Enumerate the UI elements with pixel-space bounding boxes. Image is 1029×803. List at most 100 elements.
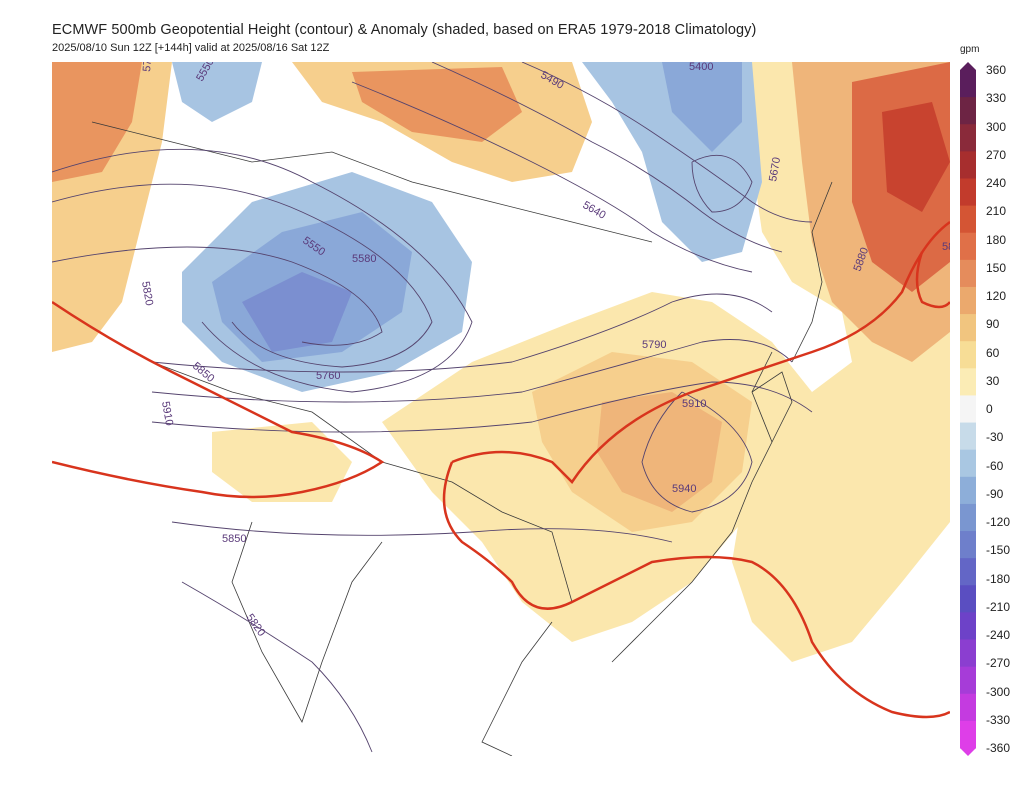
colorbar-swatch	[960, 70, 976, 98]
colorbar-swatch	[960, 531, 976, 559]
colorbar-tick-label: 300	[986, 119, 1007, 134]
colorbar-swatch	[960, 720, 976, 749]
colorbar-swatch	[960, 259, 976, 288]
ridge-5880	[52, 220, 950, 719]
contour-m	[691, 154, 753, 213]
colorbar-tick-label: 0	[986, 402, 993, 416]
colorbar-tick-label: -30	[986, 430, 1004, 445]
borders-north	[91, 121, 653, 243]
colorbar-swatch	[960, 205, 976, 234]
colorbar-swatch	[960, 639, 976, 668]
contour-i	[521, 62, 813, 223]
colorbar-tick-label: -90	[986, 486, 1004, 501]
coast-indochina	[481, 621, 553, 756]
colorbar-extend-top	[960, 62, 976, 70]
coast-india	[231, 521, 383, 723]
cold-shade-north-west	[172, 62, 262, 122]
map-title: ECMWF 500mb Geopotential Height (contour…	[52, 22, 757, 38]
weather-map-svg: 5550 5580 5490 5640 5670 5820 5850 5910 …	[52, 62, 950, 756]
contour-label: 5910	[159, 400, 175, 426]
colorbar-swatch	[960, 612, 976, 641]
contour-j	[641, 391, 753, 513]
colorbar-swatch	[960, 422, 976, 451]
colorbar-tick-label: 150	[986, 260, 1007, 275]
colorbar-tick-label: -270	[986, 656, 1011, 671]
contour-label: 5700	[141, 62, 155, 72]
warm-shade-west-core	[52, 62, 142, 182]
coast-japan	[791, 181, 833, 363]
contour-label: 5670	[767, 156, 783, 182]
warm-shade-china-core	[597, 392, 722, 512]
cold-shade-north-east-core	[662, 62, 742, 152]
contour-label: 5940	[672, 483, 696, 495]
colorbar-unit: gpm	[960, 44, 980, 55]
coast-korea	[751, 371, 793, 443]
coast-china	[611, 351, 773, 663]
colorbar-swatch	[960, 97, 976, 125]
contour-g	[351, 81, 753, 273]
contour-label: 5790	[642, 339, 666, 351]
colorbar-swatch	[960, 503, 976, 532]
colorbar-tick-label: -330	[986, 712, 1011, 727]
colorbar-swatch	[960, 585, 976, 613]
warm-shade-north-core	[352, 67, 522, 142]
colorbar-tick-label: 360	[986, 63, 1007, 77]
contour-label: 5850	[222, 533, 246, 545]
colorbar-tick-label: 270	[986, 147, 1007, 162]
warm-anomaly-shading	[52, 62, 950, 662]
contour-label: 5640	[581, 199, 608, 222]
colorbar-swatch	[960, 693, 976, 722]
colorbar-swatch	[960, 286, 976, 315]
colorbar-tick-label: -150	[986, 543, 1011, 558]
ridge-5880-east	[915, 251, 950, 309]
colorbar-swatch	[960, 341, 976, 369]
colorbar-swatch	[960, 476, 976, 505]
colorbar-tick-label: -300	[986, 684, 1011, 699]
warm-shade-east-peak	[882, 102, 950, 212]
colorbar-swatch	[960, 232, 976, 261]
colorbar-tick-label: 240	[986, 176, 1007, 190]
contour-label: 5910	[682, 398, 706, 410]
contour-f	[151, 381, 813, 433]
height-contours	[52, 62, 813, 753]
colorbar-svg	[960, 62, 976, 756]
colorbar-tick-label: 90	[986, 317, 1000, 332]
colorbar-tick-label: -210	[986, 599, 1011, 614]
colorbar-tick-label: -360	[986, 741, 1011, 755]
contour-label: 5760	[316, 370, 340, 382]
colorbar-swatch	[960, 395, 976, 424]
colorbar-swatch	[960, 666, 976, 695]
warm-shade-india	[212, 422, 352, 502]
colorbar-swatch	[960, 368, 976, 396]
contour-label: 5400	[689, 62, 713, 73]
colorbar-swatch	[960, 314, 976, 342]
contour-b	[52, 183, 433, 368]
contour-a	[52, 148, 473, 393]
contour-label: 58	[942, 241, 950, 253]
contour-c	[52, 246, 383, 346]
colorbar: gpm 360 330 300 270 240 210 180 150 120 90 60 30 0 -3…	[960, 44, 1029, 756]
colorbar-swatch	[960, 558, 976, 586]
colorbar-tick-label: -240	[986, 628, 1011, 642]
contour-h	[431, 62, 783, 253]
colorbar-tick-label: 180	[986, 232, 1007, 247]
colorbar-swatch	[960, 151, 976, 179]
contour-label: 5820	[244, 612, 268, 639]
ridge-5880-china	[451, 220, 950, 484]
colorbar-tick-label: 120	[986, 289, 1007, 303]
contour-l	[181, 581, 373, 753]
contour-k	[171, 521, 673, 543]
contour-e	[151, 339, 793, 403]
ridge-5880-south	[442, 461, 950, 719]
contour-d	[151, 293, 773, 373]
colorbar-swatch	[960, 449, 976, 478]
colorbar-tick-label: -120	[986, 515, 1011, 529]
ridge-5880-west	[52, 300, 385, 499]
colorbar-tick-label: 60	[986, 345, 1000, 360]
colorbar-swatch	[960, 124, 976, 152]
weather-map: 5550 5580 5490 5640 5670 5820 5850 5910 …	[52, 62, 950, 756]
colorbar-tick-label: 330	[986, 91, 1007, 106]
contour-label: 5820	[139, 280, 155, 306]
colorbar-swatch	[960, 178, 976, 207]
colorbar-swatches	[960, 62, 976, 756]
